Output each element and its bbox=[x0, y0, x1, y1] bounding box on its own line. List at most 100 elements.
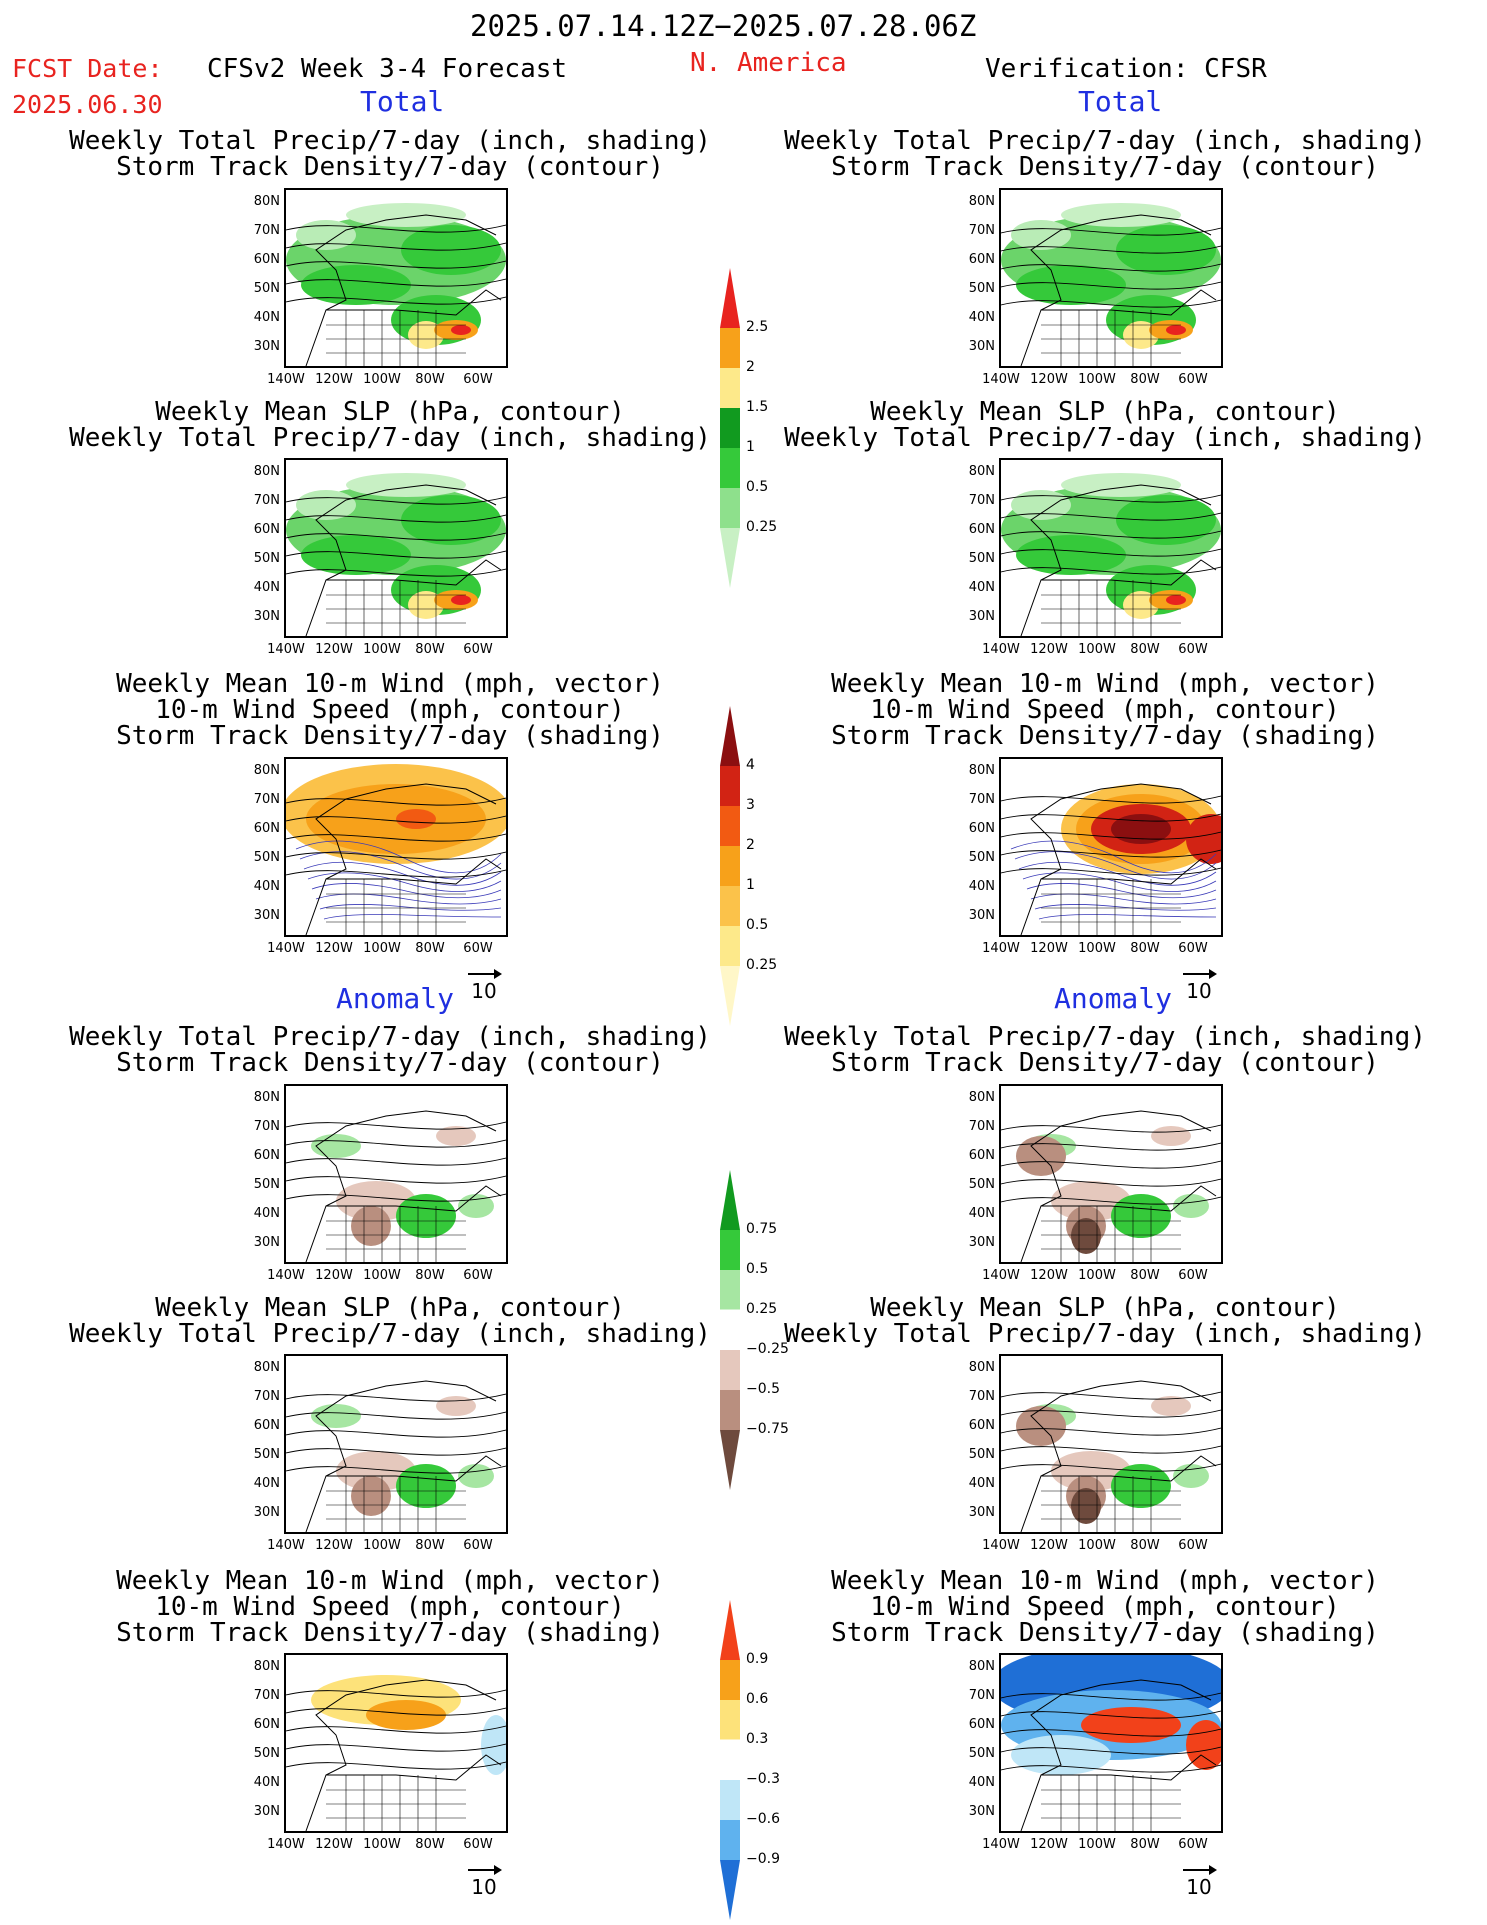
colorbar-tick-label: 0.25 bbox=[746, 1301, 778, 1317]
lat-tick-label: 50N bbox=[968, 281, 995, 296]
map-panel-r5-c2 bbox=[999, 1354, 1223, 1534]
lat-tick-label: 80N bbox=[968, 464, 995, 479]
lon-tick-label: 120W bbox=[315, 1538, 353, 1553]
lon-tick-label: 60W bbox=[463, 1538, 493, 1553]
lon-tick-label: 60W bbox=[463, 1837, 493, 1852]
colorbar-tick-label: 0.25 bbox=[746, 957, 778, 973]
lon-tick-label: 80W bbox=[1130, 1538, 1160, 1553]
colorbar-segment bbox=[720, 328, 740, 368]
colorbar-segment bbox=[720, 528, 740, 588]
panel-title-line: 10-m Wind Speed (mph, contour) bbox=[155, 1592, 625, 1622]
colorbar-segment bbox=[720, 1820, 740, 1860]
panel-title-r4-c2: Weekly Total Precip/7-day (inch, shading… bbox=[765, 1024, 1445, 1076]
colorbar-segment bbox=[720, 926, 740, 966]
lat-tick-label: 70N bbox=[968, 1119, 995, 1134]
lat-tick-label: 60N bbox=[968, 821, 995, 836]
lat-tick-label: 80N bbox=[968, 1659, 995, 1674]
lon-tick-label: 80W bbox=[415, 1268, 445, 1283]
panel-title-line: Weekly Total Precip/7-day (inch, shading… bbox=[69, 1022, 711, 1052]
panel-title-r2-c2: Weekly Mean SLP (hPa, contour) Weekly Tot… bbox=[765, 399, 1445, 451]
colorbar-tick-label: 1 bbox=[746, 439, 755, 455]
lon-tick-label: 120W bbox=[1030, 1268, 1068, 1283]
lon-tick-label: 80W bbox=[415, 1538, 445, 1553]
vector-reference-label: 10 bbox=[471, 979, 497, 1003]
lon-tick-label: 100W bbox=[1078, 642, 1116, 657]
lat-tick-label: 70N bbox=[968, 1389, 995, 1404]
map-panel-r5-c1 bbox=[284, 1354, 508, 1534]
fcst-date-value: 2025.06.30 bbox=[12, 90, 163, 119]
lat-tick-label: 30N bbox=[253, 339, 280, 354]
lat-tick-label: 30N bbox=[253, 1505, 280, 1520]
panel-title-line: Storm Track Density/7-day (shading) bbox=[116, 721, 664, 751]
lon-tick-label: 60W bbox=[1178, 941, 1208, 956]
lat-tick-label: 70N bbox=[968, 792, 995, 807]
colorbar-tick-label: 3 bbox=[746, 797, 755, 813]
lat-tick-label: 50N bbox=[253, 281, 280, 296]
panel-title-r5-c2: Weekly Mean SLP (hPa, contour) Weekly Tot… bbox=[765, 1295, 1445, 1347]
colorbar-segment bbox=[720, 1350, 740, 1390]
model-title: CFSv2 Week 3-4 Forecast bbox=[207, 54, 568, 84]
colorbar-segment bbox=[720, 408, 740, 448]
colorbar-segment bbox=[720, 1430, 740, 1490]
colorbar-segment bbox=[720, 1600, 740, 1660]
colorbar-segment bbox=[720, 806, 740, 846]
map-panel-r1-c2 bbox=[999, 188, 1223, 368]
panel-title-r3-c1: Weekly Mean 10-m Wind (mph, vector) 10-m … bbox=[50, 671, 730, 749]
lon-tick-label: 100W bbox=[1078, 1538, 1116, 1553]
panel-title-r5-c1: Weekly Mean SLP (hPa, contour) Weekly Tot… bbox=[50, 1295, 730, 1347]
panel-title-line: Weekly Mean SLP (hPa, contour) bbox=[155, 397, 625, 427]
lon-tick-label: 120W bbox=[1030, 1837, 1068, 1852]
lon-tick-label: 60W bbox=[463, 941, 493, 956]
colorbar-tick-label: 0.5 bbox=[746, 917, 769, 933]
panel-title-line: Storm Track Density/7-day (contour) bbox=[116, 152, 664, 182]
colorbar-tick-label: 0.25 bbox=[746, 519, 778, 535]
panel-title-line: Storm Track Density/7-day (shading) bbox=[831, 1618, 1379, 1648]
lon-tick-label: 140W bbox=[982, 1268, 1020, 1283]
lat-tick-label: 60N bbox=[253, 522, 280, 537]
lon-tick-label: 100W bbox=[1078, 1268, 1116, 1283]
lon-tick-label: 140W bbox=[267, 642, 305, 657]
colorbar-segment bbox=[720, 488, 740, 528]
colorbar-graphic bbox=[719, 1170, 741, 1490]
lat-tick-label: 40N bbox=[968, 1775, 995, 1790]
valid-period: 2025.07.14.12Z−2025.07.28.06Z bbox=[470, 9, 977, 43]
panel-title-line: Weekly Total Precip/7-day (inch, shading… bbox=[784, 1319, 1426, 1349]
lon-tick-label: 140W bbox=[982, 1538, 1020, 1553]
lat-tick-label: 50N bbox=[253, 1447, 280, 1462]
lat-tick-label: 40N bbox=[253, 1775, 280, 1790]
section-anomaly-right: Anomaly bbox=[1054, 982, 1173, 1015]
panel-title-r4-c1: Weekly Total Precip/7-day (inch, shading… bbox=[50, 1024, 730, 1076]
colorbar-segment bbox=[720, 1170, 740, 1230]
colorbar-tick-label: 0.5 bbox=[746, 1261, 769, 1277]
vector-reference-arrow bbox=[468, 1865, 502, 1875]
lat-tick-label: 40N bbox=[968, 310, 995, 325]
section-anomaly-left: Anomaly bbox=[336, 982, 455, 1015]
panel-title-line: Weekly Mean 10-m Wind (mph, vector) bbox=[116, 1566, 664, 1596]
map-panel-r6-c2 bbox=[999, 1653, 1223, 1833]
lat-tick-label: 40N bbox=[968, 1476, 995, 1491]
lat-tick-label: 40N bbox=[968, 1206, 995, 1221]
lon-tick-label: 80W bbox=[1130, 642, 1160, 657]
panel-title-line: Weekly Total Precip/7-day (inch, shading… bbox=[784, 423, 1426, 453]
lat-tick-label: 70N bbox=[253, 792, 280, 807]
panel-title-r6-c2: Weekly Mean 10-m Wind (mph, vector) 10-m … bbox=[765, 1568, 1445, 1646]
map-panel-r1-c1 bbox=[284, 188, 508, 368]
vector-reference-label: 10 bbox=[1186, 1875, 1212, 1899]
lon-tick-label: 140W bbox=[982, 642, 1020, 657]
lat-tick-label: 80N bbox=[968, 1090, 995, 1105]
lat-tick-label: 60N bbox=[968, 1418, 995, 1433]
verification-title: Verification: CFSR bbox=[985, 54, 1267, 84]
colorbar-tick-label: 2 bbox=[746, 837, 755, 853]
panel-title-r1-c2: Weekly Total Precip/7-day (inch, shading… bbox=[765, 128, 1445, 180]
lat-tick-label: 30N bbox=[253, 1235, 280, 1250]
lat-tick-label: 40N bbox=[253, 1206, 280, 1221]
colorbar-tick-label: −0.75 bbox=[746, 1421, 789, 1437]
panel-title-line: Weekly Total Precip/7-day (inch, shading… bbox=[784, 1022, 1426, 1052]
lat-tick-label: 70N bbox=[968, 493, 995, 508]
colorbar-tick-label: −0.6 bbox=[746, 1811, 780, 1827]
lon-tick-label: 100W bbox=[1078, 1837, 1116, 1852]
lat-tick-label: 70N bbox=[253, 1389, 280, 1404]
vector-reference-label: 10 bbox=[1186, 979, 1212, 1003]
vector-reference-arrow bbox=[1183, 969, 1217, 979]
lat-tick-label: 40N bbox=[968, 879, 995, 894]
